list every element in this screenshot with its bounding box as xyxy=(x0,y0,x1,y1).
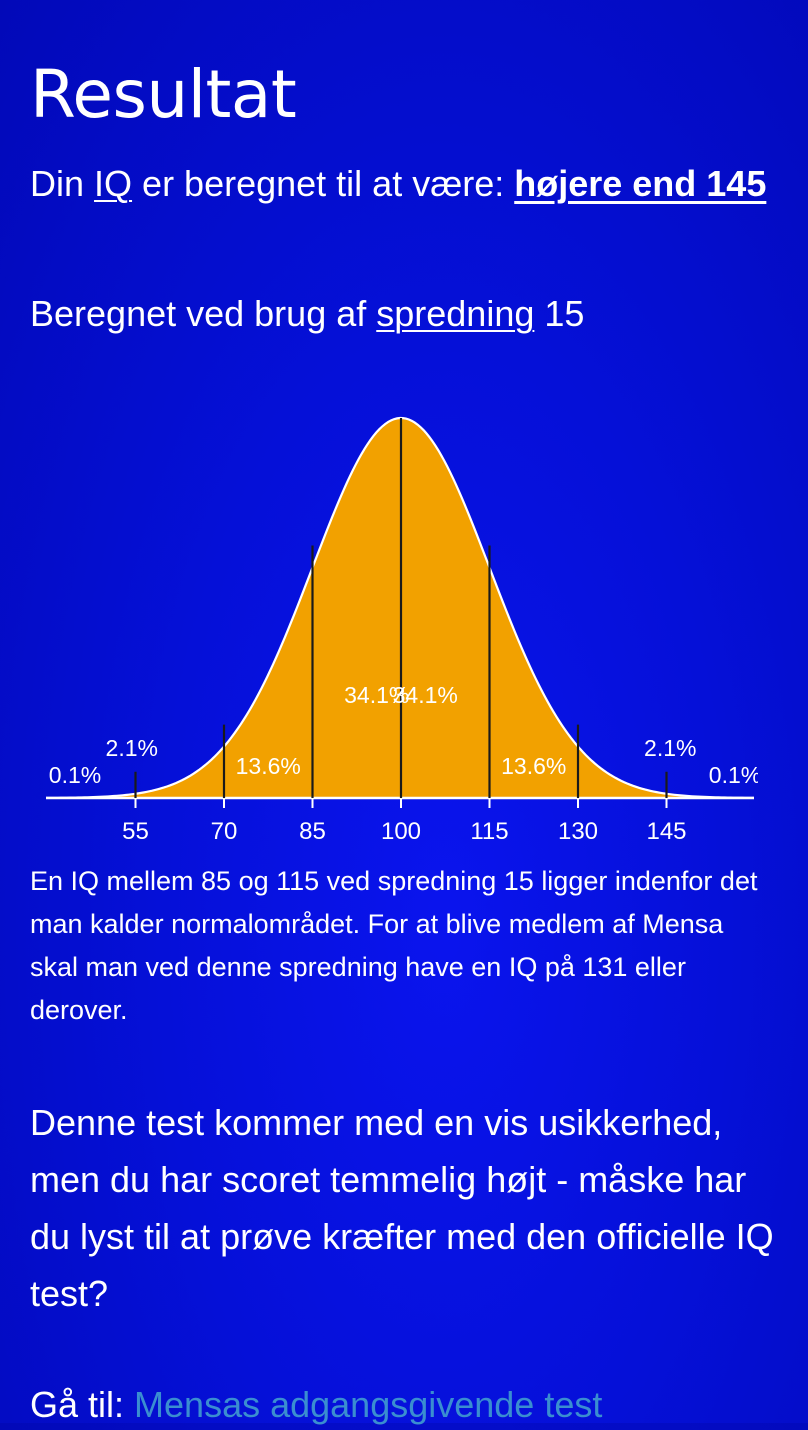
iq-distribution-chart: 55 70 85 100 115 130 1450.1%2.1%13.6%34.1%34.1… xyxy=(46,416,758,845)
normal-range-explanation: En IQ mellem 85 og 115 ved spredning 15 … xyxy=(30,866,758,1025)
band-label-100-115: 34.1% xyxy=(393,682,458,708)
spread-link[interactable]: spredning xyxy=(376,293,535,334)
iq-result-value: højere end 145 xyxy=(514,163,767,204)
spread-prefix: Beregnet ved brug af xyxy=(30,293,377,334)
spread-text: Beregnet ved brug af spredning 15 xyxy=(30,290,584,338)
band-label-55-70: 2.1% xyxy=(106,735,158,761)
band-label-115-130: 13.6% xyxy=(501,753,566,779)
band-label-145-160: 0.1% xyxy=(709,762,758,788)
goto-prefix: Gå til: xyxy=(30,1384,135,1425)
x-tick-label-115: 115 xyxy=(470,818,508,845)
result-prefix: Din xyxy=(30,163,95,204)
x-tick-label-70: 70 xyxy=(211,818,238,845)
iq-result-text: Din IQ er beregnet til at være: højere e… xyxy=(30,156,770,212)
x-tick-label-145: 145 xyxy=(646,818,686,845)
x-tick-label-100: 100 xyxy=(381,818,421,845)
x-tick-label-55: 55 xyxy=(122,818,149,845)
band-label-85-100: 34.1% xyxy=(344,682,409,708)
x-tick-label-85: 85 xyxy=(299,818,326,845)
mensa-test-link[interactable]: Mensas adgangsgivende test xyxy=(134,1384,603,1425)
iq-link[interactable]: IQ xyxy=(94,163,133,204)
page-title: Resultat xyxy=(30,56,297,133)
band-label-70-85: 13.6% xyxy=(236,753,301,779)
x-tick-label-130: 130 xyxy=(558,818,598,845)
goto-line: Gå til: Mensas adgangsgivende test xyxy=(30,1380,602,1430)
spread-value: 15 xyxy=(534,293,585,334)
band-label-40-55: 0.1% xyxy=(49,762,101,788)
result-middle: er beregnet til at være: xyxy=(132,163,515,204)
band-label-130-145: 2.1% xyxy=(644,735,696,761)
uncertainty-message: Denne test kommer med en vis usikkerhed,… xyxy=(30,1102,774,1314)
